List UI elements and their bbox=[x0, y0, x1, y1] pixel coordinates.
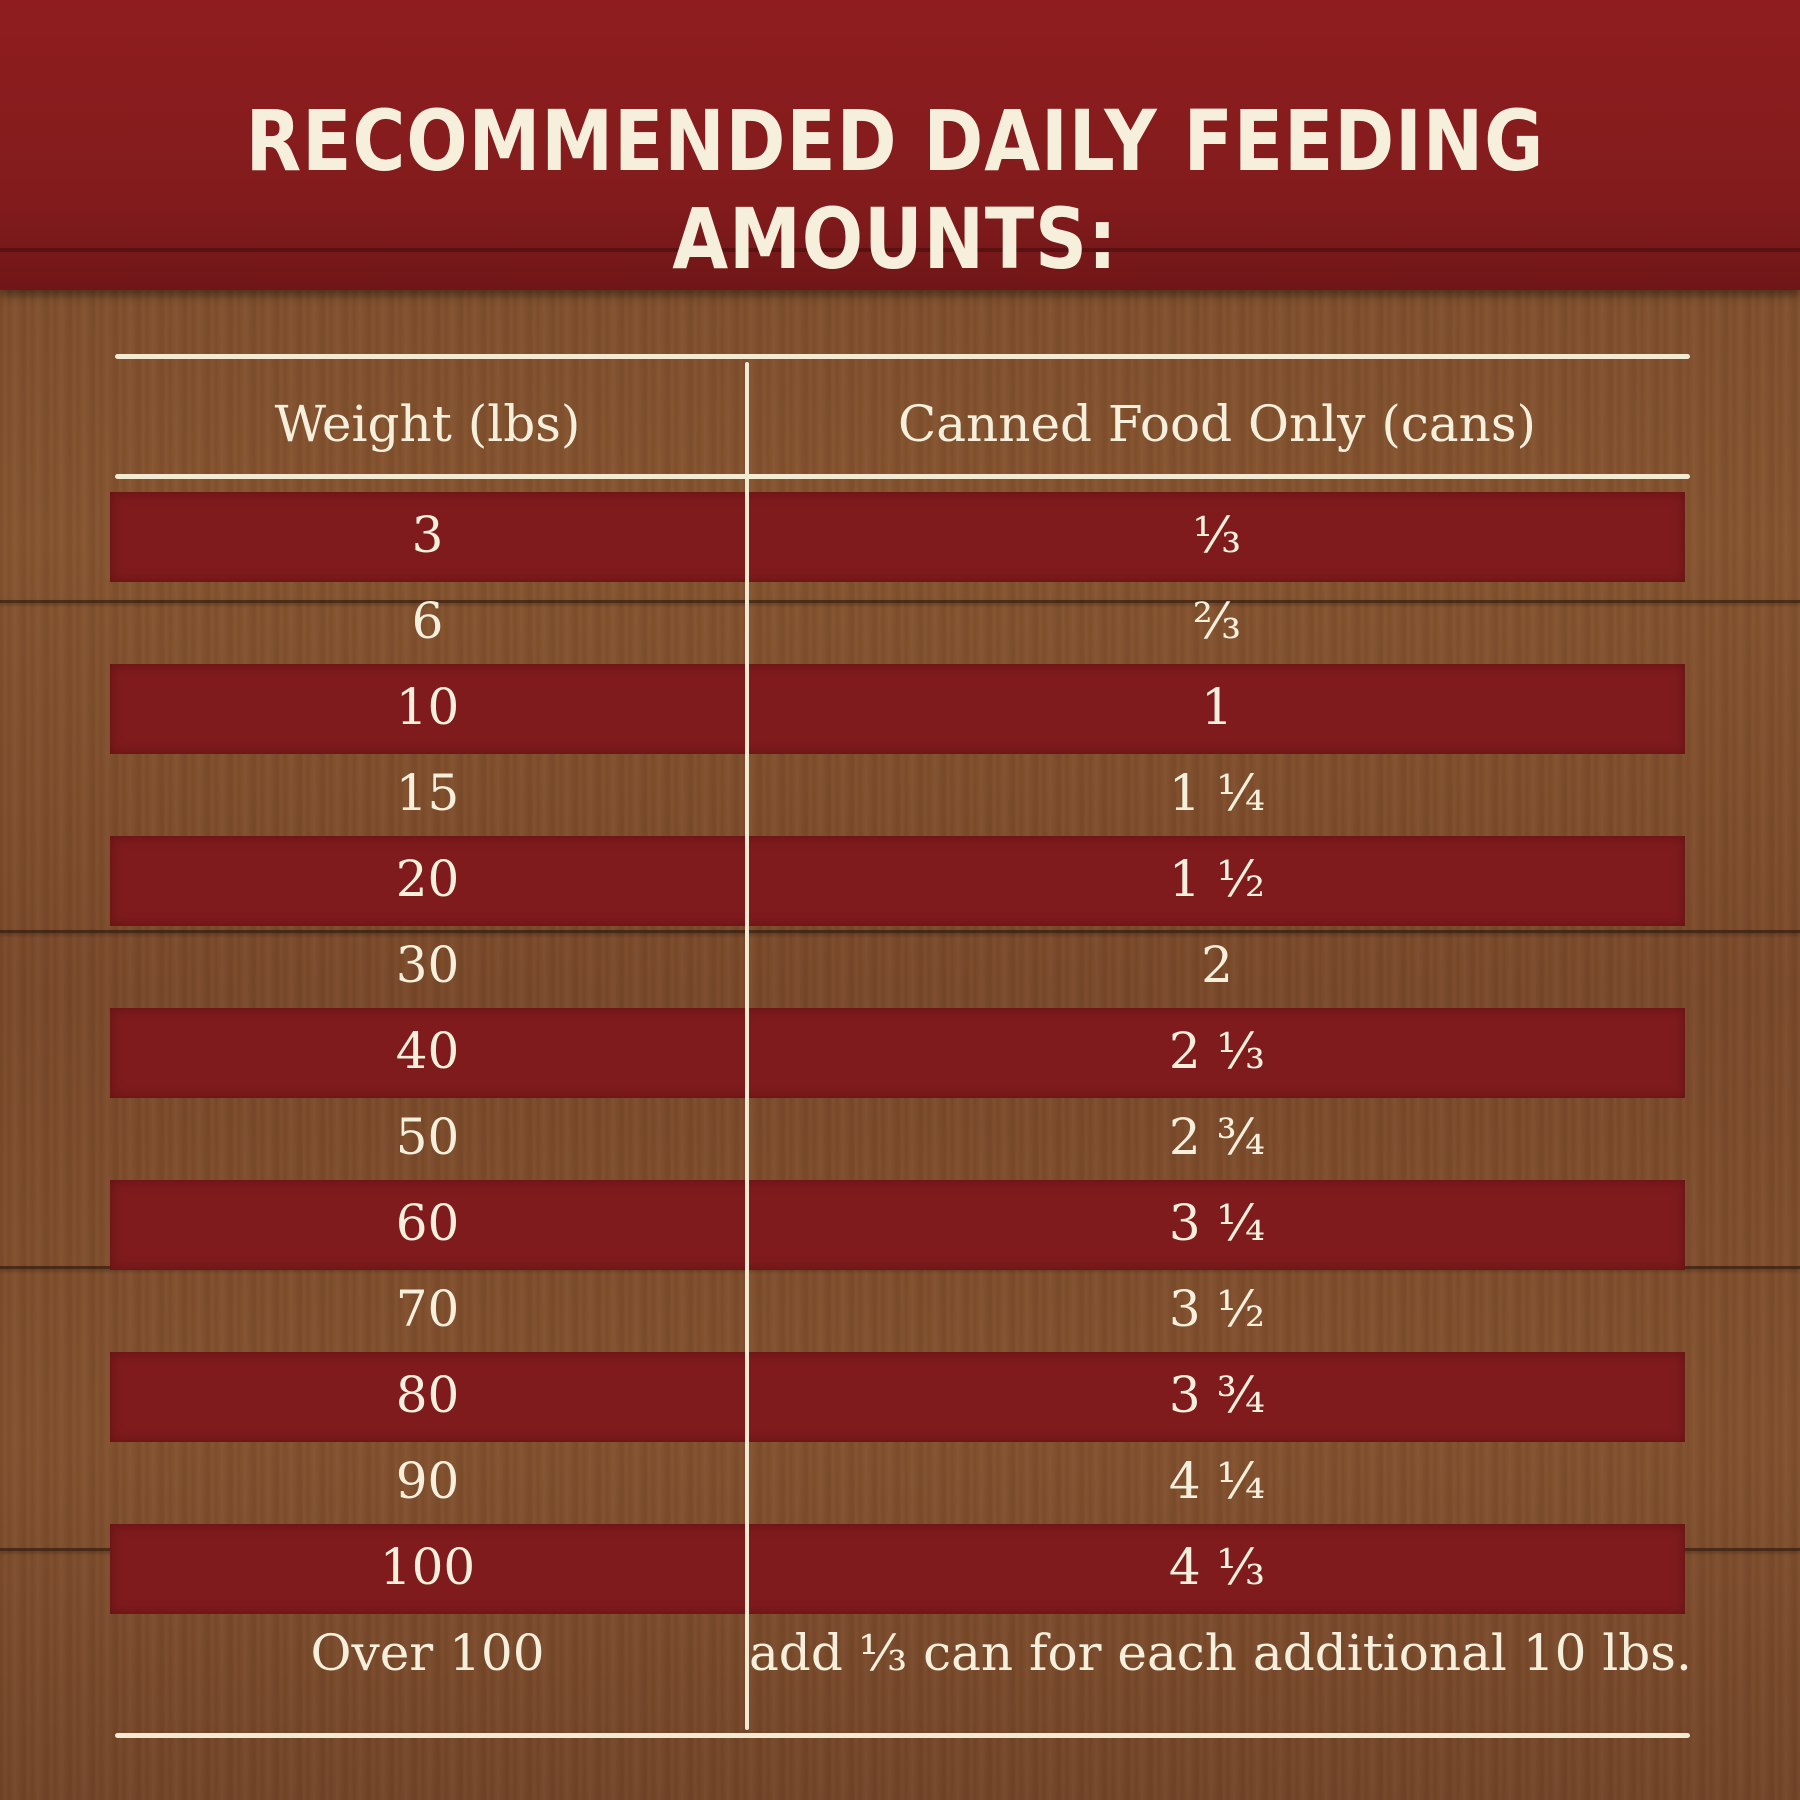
cans-cell: 2 ⅓ bbox=[1168, 1022, 1266, 1080]
table-row: 30 2 bbox=[0, 922, 1800, 1008]
table-row: 20 1 ½ bbox=[0, 836, 1800, 926]
weight-cell: 90 bbox=[395, 1452, 460, 1510]
weight-cell: 30 bbox=[395, 936, 460, 994]
table-row: 40 2 ⅓ bbox=[0, 1008, 1800, 1098]
table-row: 80 3 ¾ bbox=[0, 1352, 1800, 1442]
cans-cell: 4 ¼ bbox=[1168, 1452, 1266, 1510]
weight-cell: 6 bbox=[411, 592, 444, 650]
cans-cell: 3 ¾ bbox=[1168, 1366, 1266, 1424]
cans-cell: 2 ¾ bbox=[1168, 1108, 1266, 1166]
row-band bbox=[110, 1524, 1685, 1614]
row-band bbox=[110, 1352, 1685, 1442]
table-row: Over 100 add ⅓ can for each additional 1… bbox=[0, 1610, 1800, 1696]
table-row: 100 4 ⅓ bbox=[0, 1524, 1800, 1614]
row-band bbox=[110, 1008, 1685, 1098]
weight-cell: 70 bbox=[395, 1280, 460, 1338]
row-band bbox=[110, 836, 1685, 926]
table-row: 60 3 ¼ bbox=[0, 1180, 1800, 1270]
cans-cell: 1 ¼ bbox=[1168, 764, 1266, 822]
cans-cell: 2 bbox=[1201, 936, 1233, 994]
table-row: 50 2 ¾ bbox=[0, 1094, 1800, 1180]
row-band bbox=[110, 1180, 1685, 1270]
table-row: 15 1 ¼ bbox=[0, 750, 1800, 836]
weight-cell: 20 bbox=[395, 850, 460, 908]
weight-cell: 50 bbox=[395, 1108, 460, 1166]
weight-cell: 40 bbox=[395, 1022, 460, 1080]
cans-cell: 3 ½ bbox=[1168, 1280, 1266, 1338]
cans-cell: 3 ¼ bbox=[1168, 1194, 1266, 1252]
wood-plank-seam bbox=[0, 930, 1800, 933]
cans-cell: 1 bbox=[1201, 678, 1233, 736]
title-banner: RECOMMENDED DAILY FEEDING AMOUNTS: bbox=[0, 0, 1800, 290]
weight-cell: 60 bbox=[395, 1194, 460, 1252]
table-row: 6 ⅔ bbox=[0, 578, 1800, 664]
table-row: 70 3 ½ bbox=[0, 1266, 1800, 1352]
weight-cell: 15 bbox=[395, 764, 460, 822]
banner-seam bbox=[0, 248, 1800, 252]
bottom-rule bbox=[115, 1733, 1690, 1738]
cans-cell: add ⅓ can for each additional 10 lbs. bbox=[749, 1624, 1692, 1682]
cans-cell: 4 ⅓ bbox=[1168, 1538, 1266, 1596]
weight-cell: 10 bbox=[395, 678, 460, 736]
weight-cell: 100 bbox=[379, 1538, 476, 1596]
cans-cell: ⅓ bbox=[1192, 506, 1242, 564]
table-row: 3 ⅓ bbox=[0, 492, 1800, 582]
table-row: 10 1 bbox=[0, 664, 1800, 754]
row-band bbox=[110, 664, 1685, 754]
column-header-cans: Canned Food Only (cans) bbox=[897, 395, 1537, 453]
top-rule bbox=[115, 354, 1690, 359]
cans-cell: ⅔ bbox=[1192, 592, 1242, 650]
weight-cell: Over 100 bbox=[310, 1624, 545, 1682]
column-header-weight: Weight (lbs) bbox=[274, 395, 581, 453]
header-rule bbox=[115, 474, 1690, 479]
table-row: 90 4 ¼ bbox=[0, 1438, 1800, 1524]
cans-cell: 1 ½ bbox=[1168, 850, 1266, 908]
column-divider bbox=[745, 362, 749, 1730]
wood-plank-seam bbox=[0, 600, 1800, 603]
page-title: RECOMMENDED DAILY FEEDING AMOUNTS: bbox=[245, 92, 1545, 288]
weight-cell: 80 bbox=[395, 1366, 460, 1424]
row-band bbox=[110, 492, 1685, 582]
weight-cell: 3 bbox=[411, 506, 444, 564]
